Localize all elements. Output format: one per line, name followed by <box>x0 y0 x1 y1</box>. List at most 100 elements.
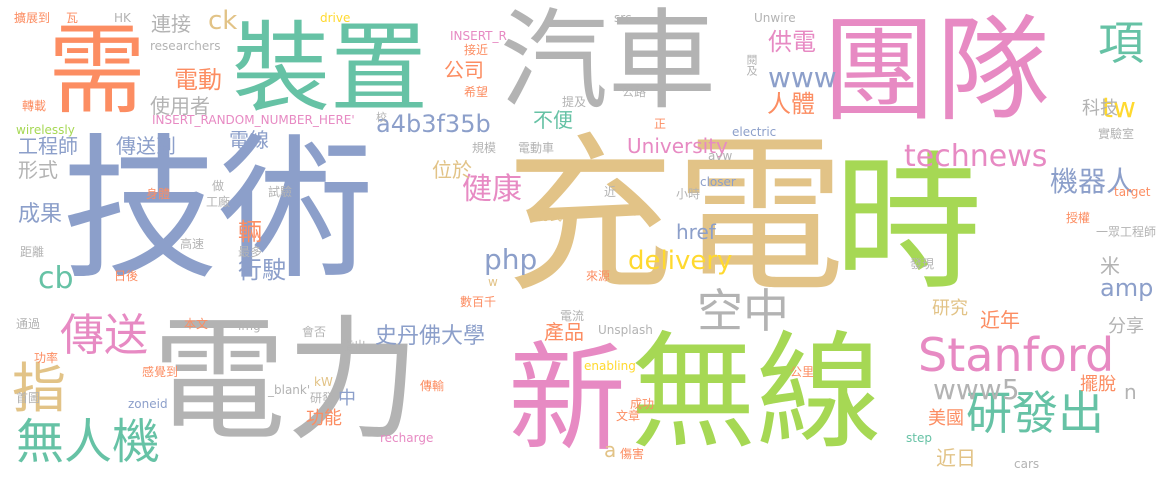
word-team: 團隊 <box>822 4 1051 137</box>
word-cb: cb <box>38 261 74 296</box>
word-power-supply: 供電 <box>768 28 816 56</box>
word-item: 項 <box>1098 16 1144 70</box>
word-meter: 米 <box>1100 254 1120 278</box>
word-hour: 時 <box>834 138 982 310</box>
word-hours: 小時 <box>676 187 701 201</box>
word-tech: 科技 <box>1082 98 1118 119</box>
word-vehicle: 輛 <box>238 218 262 246</box>
word-middle: 中 <box>338 388 356 409</box>
word-wire: 電線 <box>229 128 269 152</box>
word-blank: _blank' <box>268 383 311 397</box>
word-high-speed: 高速 <box>180 237 205 251</box>
word-article: 文章 <box>616 409 641 423</box>
word-new: 新 <box>508 330 627 468</box>
word-feel: 感覺到 <box>142 365 179 379</box>
word-charging: 充電 <box>505 118 846 316</box>
word-amp: amp <box>1100 274 1154 302</box>
word-device: 裝置 <box>232 12 429 126</box>
word-university: University <box>627 134 728 158</box>
word-scale: 規模 <box>472 141 497 155</box>
word-avw: avw <box>708 149 733 163</box>
word-through: 通過 <box>16 317 41 331</box>
word-wirelessly: wirelessly <box>16 123 75 137</box>
word-mention: 提及 <box>562 95 587 109</box>
word-n: n <box>1124 380 1137 404</box>
word-point-out: 指出 <box>342 339 367 353</box>
word-drive: drive <box>320 11 351 25</box>
word-method: 方式 <box>538 209 563 223</box>
word-highway: 公路 <box>622 85 647 99</box>
word-closer: closer <box>700 175 736 189</box>
word-enabling: enabling <box>584 359 636 373</box>
word-researchers: researchers <box>150 39 221 53</box>
word-watt: 瓦 <box>66 11 79 25</box>
word-technology: 技術 <box>62 119 374 301</box>
word-read-also: 閱及 <box>745 54 758 76</box>
word-a4b3f35b: a4b3f35b <box>376 110 491 138</box>
word-share: 分享 <box>1108 316 1144 337</box>
word-approach: 接近 <box>464 43 489 57</box>
word-hk: HK <box>114 11 131 25</box>
word-insert-r: INSERT_R <box>450 29 507 43</box>
word-product: 產品 <box>544 320 584 344</box>
word-body: 身體 <box>146 187 171 201</box>
word-school: 校 <box>376 111 387 124</box>
word-engineers: 一眾工程師 <box>1096 225 1157 239</box>
word-unwire: Unwire <box>754 11 796 25</box>
word-this-article: 本文 <box>184 317 209 331</box>
word-cover-image: 首圖 <box>16 391 41 405</box>
word-wireless: 無線 <box>630 319 882 466</box>
word-cars: cars <box>1014 457 1040 471</box>
word-tw: tw <box>1102 91 1136 124</box>
word-unsplash: Unsplash <box>598 323 653 337</box>
word-do: 做 <box>212 179 225 193</box>
word-company: 公司 <box>444 58 484 82</box>
word-trial: 試驗 <box>268 185 293 199</box>
word-recent-years: 近年 <box>980 308 1020 332</box>
word-near: 近 <box>604 185 617 199</box>
word-src: src <box>614 11 632 25</box>
word-href: href <box>676 220 716 244</box>
word-transmission: 傳輸 <box>420 379 445 393</box>
word-success: 成功 <box>630 397 655 411</box>
word-insert-random: INSERT_RANDOM_NUMBER_HERE' <box>152 113 355 127</box>
word-user: 使用者 <box>150 94 210 118</box>
word-developed: 研發出 <box>966 386 1104 440</box>
word-current: 電流 <box>560 309 585 323</box>
word-w: w <box>488 275 498 289</box>
word-midair: 空中 <box>697 284 789 338</box>
word-hundreds: 數百千 <box>460 295 497 309</box>
word-drone: 無人機 <box>16 414 161 470</box>
word-recently: 近日 <box>936 446 976 470</box>
word-reprint: 轉載 <box>22 99 47 113</box>
word-license: 授權 <box>1066 211 1091 225</box>
word-correct: 正 <box>654 117 667 131</box>
word-www: www <box>768 61 837 94</box>
word-driving: 行駛 <box>238 256 286 284</box>
word-form: 形式 <box>18 158 58 182</box>
word-recharge: recharge <box>380 431 434 445</box>
word-target: target <box>1114 185 1151 199</box>
word-located: 位於 <box>432 158 472 182</box>
word-electric-power: 電力 <box>152 303 421 459</box>
word-whether: 會否 <box>302 325 327 339</box>
word-send-to: 傳送到 <box>116 134 176 158</box>
word-factory: 工廠 <box>206 195 231 209</box>
word-step: step <box>906 431 932 445</box>
word-expand-to: 擴展到 <box>14 11 51 25</box>
word-health: 健康 <box>462 172 522 207</box>
word-lab: 實驗室 <box>1098 127 1135 141</box>
word-hope: 希望 <box>464 85 489 99</box>
word-km: 公里 <box>790 365 815 379</box>
word-result: 成果 <box>18 202 63 227</box>
word-delivery: delivery <box>628 246 733 276</box>
word-discover: 發現 <box>910 257 935 271</box>
word-www5: www5 <box>933 373 1020 406</box>
word-stanford: Stanford <box>918 328 1115 382</box>
word-break-free: 擺脫 <box>1080 374 1116 395</box>
word-research: 研究 <box>932 298 968 319</box>
word-source: 來源 <box>586 269 611 283</box>
word-ck: ck <box>208 6 238 36</box>
word-ev: 電動車 <box>518 141 555 155</box>
